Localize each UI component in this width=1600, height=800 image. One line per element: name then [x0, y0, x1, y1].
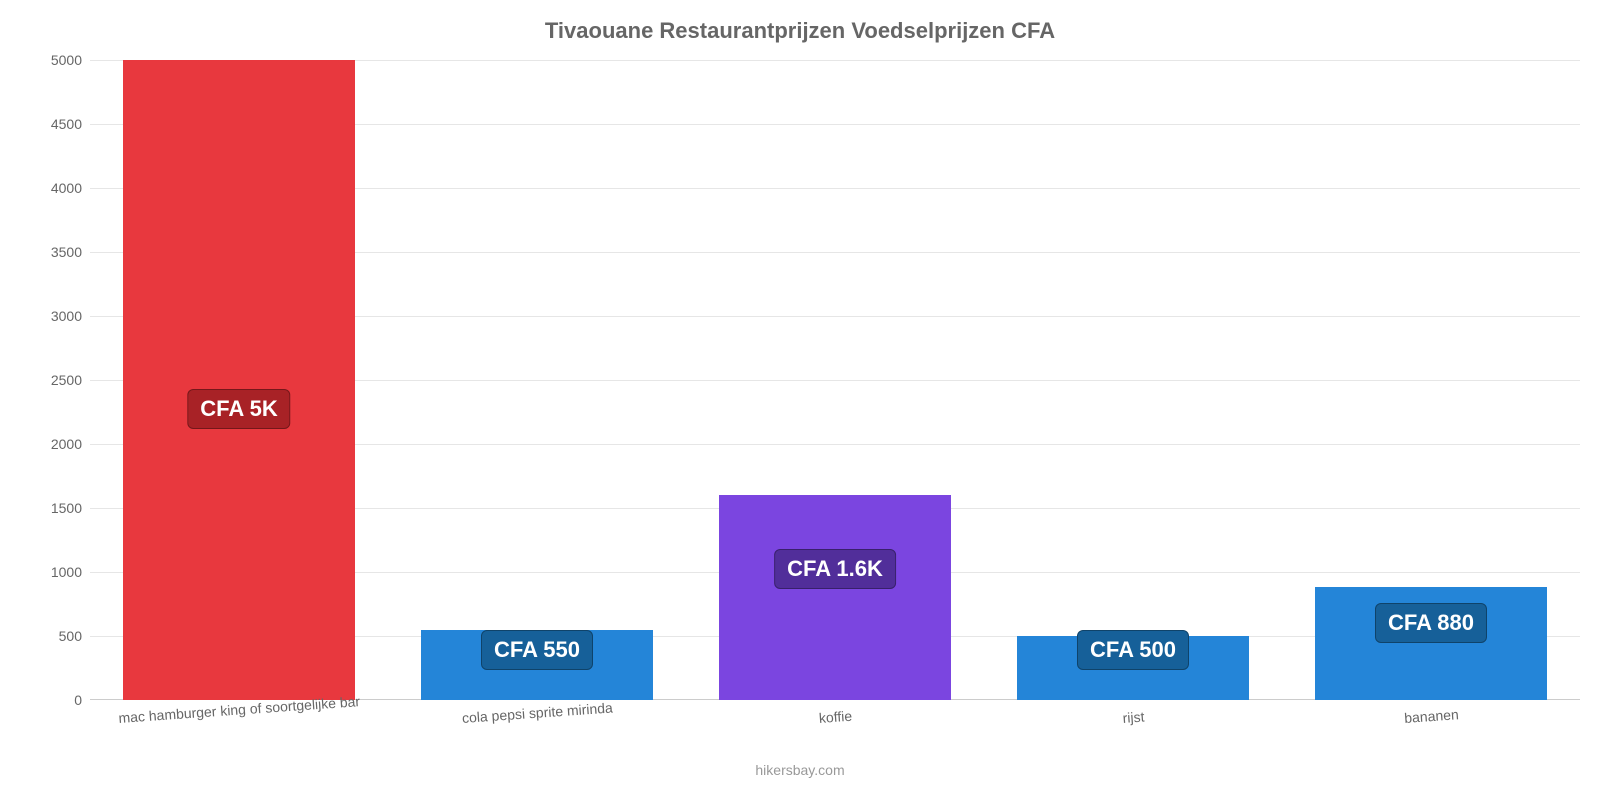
- y-tick-label: 2000: [12, 436, 82, 452]
- chart-title: Tivaouane Restaurantprijzen Voedselprijz…: [0, 0, 1600, 44]
- bar-value-label: CFA 1.6K: [774, 549, 896, 589]
- x-tick-label: koffie: [818, 708, 852, 726]
- y-tick-label: 500: [12, 628, 82, 644]
- y-tick-label: 4500: [12, 116, 82, 132]
- bar-value-label: CFA 5K: [187, 389, 290, 429]
- y-tick-label: 1000: [12, 564, 82, 580]
- x-tick-label: rijst: [1122, 708, 1145, 725]
- bar: [123, 60, 355, 700]
- plot-area: CFA 5K CFA 550 CFA 1.6K CFA 500 CFA 880: [90, 60, 1580, 700]
- y-tick-label: 3000: [12, 308, 82, 324]
- bar-value-label: CFA 880: [1375, 603, 1487, 643]
- price-bar-chart: Tivaouane Restaurantprijzen Voedselprijz…: [0, 0, 1600, 780]
- y-tick-label: 5000: [12, 52, 82, 68]
- bar: [719, 495, 951, 700]
- bar-value-label: CFA 550: [481, 630, 593, 670]
- y-tick-label: 3500: [12, 244, 82, 260]
- y-tick-label: 0: [12, 692, 82, 708]
- y-tick-label: 1500: [12, 500, 82, 516]
- chart-credit: hikersbay.com: [755, 762, 844, 778]
- y-tick-label: 2500: [12, 372, 82, 388]
- x-tick-label: bananen: [1404, 706, 1459, 726]
- x-tick-label: cola pepsi sprite mirinda: [462, 699, 614, 725]
- bar-value-label: CFA 500: [1077, 630, 1189, 670]
- y-tick-label: 4000: [12, 180, 82, 196]
